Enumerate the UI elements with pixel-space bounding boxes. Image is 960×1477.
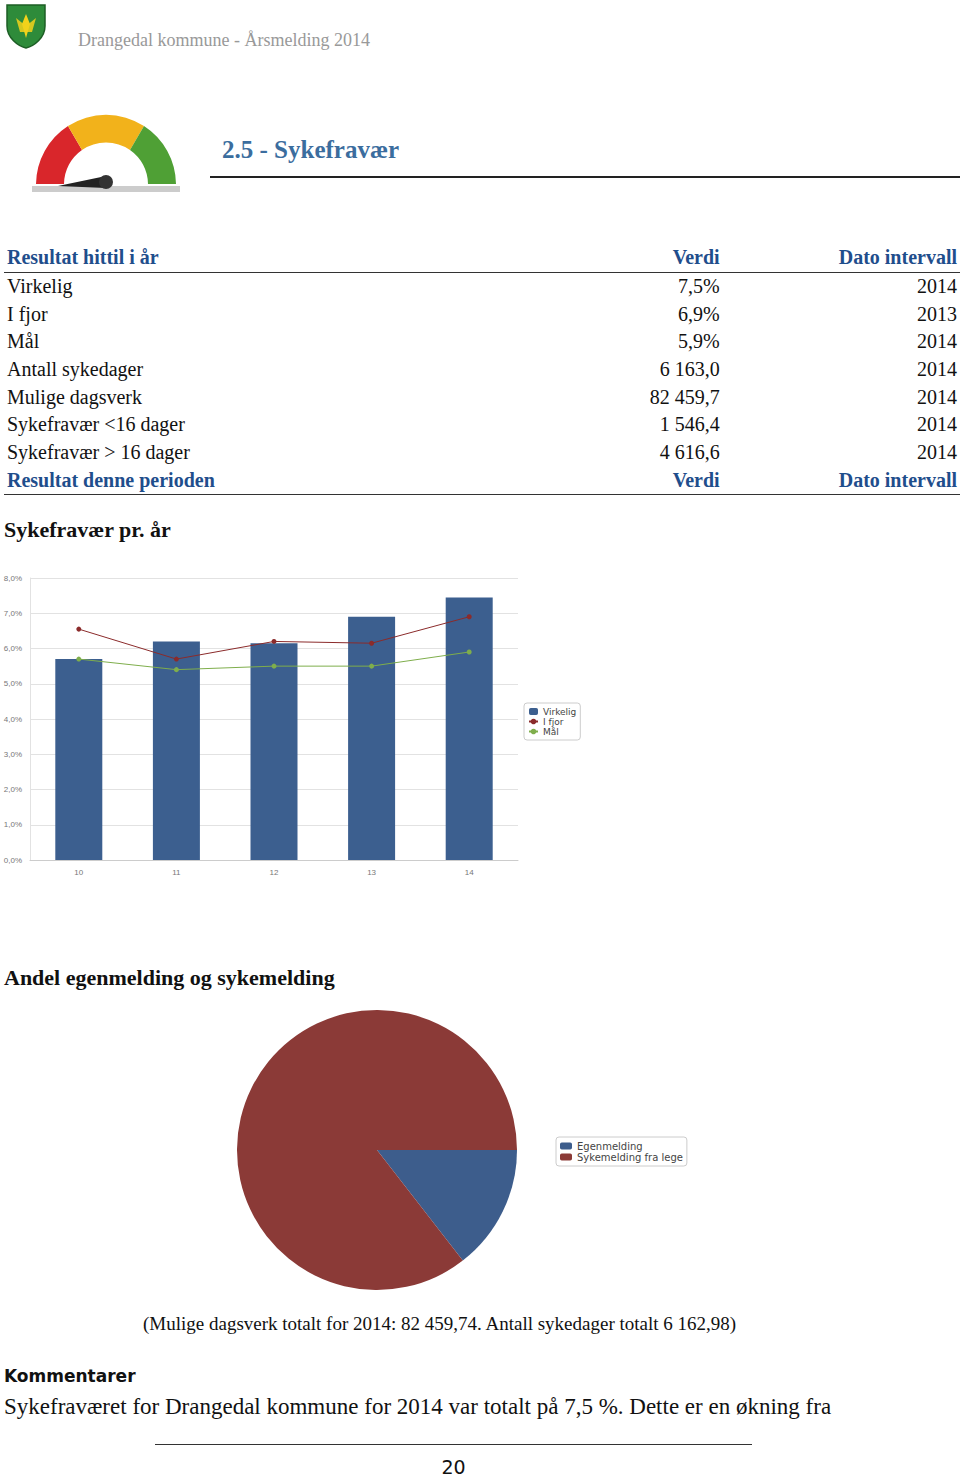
svg-text:Virkelig: Virkelig: [543, 707, 576, 717]
html-text:2013: 2013: [917, 302, 957, 325]
svg-text:5,0%: 5,0%: [4, 679, 22, 688]
html-text:1 546,4: 1 546,4: [659, 413, 720, 436]
svg-text:4,0%: 4,0%: [4, 715, 22, 724]
html-text:2014: 2014: [917, 413, 957, 436]
svg-text:10: 10: [74, 868, 83, 877]
html-text:(Mulige dagsverk totalt for 20: (Mulige dagsverk totalt for 2014: 82 459…: [143, 1313, 737, 1334]
html-text:Sykefraværet for Drangedal kom: Sykefraværet for Drangedal kommune for 2…: [4, 1394, 832, 1419]
html-text:2014: 2014: [917, 358, 957, 381]
svg-text:2,0%: 2,0%: [4, 785, 22, 794]
svg-text:0,0%: 0,0%: [4, 856, 22, 865]
html-text:20: 20: [441, 1456, 466, 1477]
svg-text:14: 14: [465, 868, 474, 877]
svg-text:I fjor: I fjor: [543, 717, 564, 727]
html-text:5,9%: 5,9%: [678, 330, 720, 353]
svg-text:12: 12: [270, 868, 279, 877]
html-text:Verdi: Verdi: [672, 246, 720, 269]
html-text:Resultat denne perioden: Resultat denne perioden: [7, 468, 215, 491]
html-text:Dato intervall: Dato intervall: [838, 246, 957, 269]
html-text:Verdi: Verdi: [672, 468, 720, 491]
html-text:4 616,6: 4 616,6: [659, 441, 720, 464]
html-text:2014: 2014: [917, 330, 957, 353]
svg-text:8,0%: 8,0%: [4, 574, 22, 583]
html-text:Resultat hittil i år: Resultat hittil i år: [7, 246, 159, 269]
html-text:82 459,7: 82 459,7: [649, 385, 720, 408]
svg-text:6,0%: 6,0%: [4, 644, 22, 653]
html-text:2014: 2014: [917, 385, 957, 408]
svg-text:1,0%: 1,0%: [4, 820, 22, 829]
html-text:Virkelig: Virkelig: [7, 275, 73, 297]
html-text:2.5 - Sykefravær: 2.5 - Sykefravær: [222, 136, 400, 163]
html-text:Drangedal kommune - Årsmelding: Drangedal kommune - Årsmelding 2014: [78, 30, 370, 50]
svg-text:3,0%: 3,0%: [4, 750, 22, 759]
svg-text:13: 13: [367, 868, 376, 877]
html-text:Kommentarer: Kommentarer: [4, 1366, 136, 1386]
html-text:Sykefravær pr. år: Sykefravær pr. år: [4, 517, 171, 542]
html-text:7,5%: 7,5%: [678, 275, 720, 297]
html-text:Andel egenmelding og sykemeldi: Andel egenmelding og sykemelding: [4, 965, 335, 990]
html-text:Sykefravær > 16 dager: Sykefravær > 16 dager: [7, 441, 190, 464]
html-text:6 163,0: 6 163,0: [659, 358, 720, 381]
svg-text:Sykemelding fra lege: Sykemelding fra lege: [577, 1152, 683, 1163]
html-text:I fjor: I fjor: [7, 302, 48, 325]
svg-text:11: 11: [172, 868, 181, 877]
svg-text:Egenmelding: Egenmelding: [577, 1141, 643, 1152]
html-text:6,9%: 6,9%: [678, 302, 720, 325]
html-text:2014: 2014: [917, 441, 957, 464]
html-text:Sykefravær <16 dager: Sykefravær <16 dager: [7, 413, 185, 436]
html-text:Antall sykedager: Antall sykedager: [7, 358, 144, 381]
html-text:2014: 2014: [917, 275, 957, 297]
svg-text:Mål: Mål: [543, 727, 559, 737]
html-text:Mål: Mål: [7, 330, 40, 353]
html-text:Dato intervall: Dato intervall: [838, 468, 957, 491]
svg-text:7,0%: 7,0%: [4, 609, 22, 618]
html-text:Mulige dagsverk: Mulige dagsverk: [7, 385, 142, 408]
